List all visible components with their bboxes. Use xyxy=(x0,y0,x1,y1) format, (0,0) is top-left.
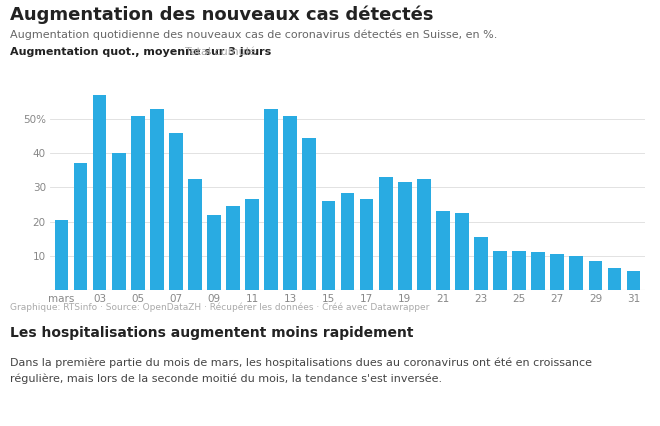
Bar xyxy=(226,206,240,290)
Bar xyxy=(550,254,564,290)
Bar xyxy=(570,256,583,290)
Bar xyxy=(398,182,412,290)
Bar xyxy=(302,138,316,290)
Text: Les hospitalisations augmentent moins rapidement: Les hospitalisations augmentent moins ra… xyxy=(10,326,414,340)
Bar xyxy=(589,261,603,290)
Bar xyxy=(112,153,125,290)
Bar xyxy=(474,237,488,290)
Text: Augmentation quotidienne des nouveaux cas de coronavirus détectés en Suisse, en : Augmentation quotidienne des nouveaux ca… xyxy=(10,30,498,40)
Bar xyxy=(417,179,430,290)
Bar xyxy=(341,193,354,290)
Bar xyxy=(455,213,469,290)
Bar xyxy=(131,115,145,290)
Bar xyxy=(207,215,221,290)
Bar xyxy=(379,177,393,290)
Bar xyxy=(512,250,526,290)
Text: Augmentation quot., moyenne sur 3 jours: Augmentation quot., moyenne sur 3 jours xyxy=(10,47,271,57)
Bar xyxy=(150,109,164,290)
Bar xyxy=(493,250,507,290)
Bar xyxy=(608,268,621,290)
Text: Total cumulé: Total cumulé xyxy=(185,47,255,57)
Text: Dans la première partie du mois de mars, les hospitalisations dues au coronaviru: Dans la première partie du mois de mars,… xyxy=(10,358,592,384)
Bar xyxy=(74,164,87,290)
Bar xyxy=(92,95,106,290)
Bar xyxy=(246,199,259,290)
Bar xyxy=(265,109,278,290)
Text: Graphique: RTSinfo · Source: OpenDataZH · Récupérer les données · Créé avec Data: Graphique: RTSinfo · Source: OpenDataZH … xyxy=(10,302,430,311)
Bar xyxy=(321,201,335,290)
Text: Augmentation des nouveaux cas détectés: Augmentation des nouveaux cas détectés xyxy=(10,6,434,25)
Bar xyxy=(169,133,183,290)
Bar xyxy=(436,211,449,290)
Bar xyxy=(627,271,640,290)
Bar xyxy=(360,199,374,290)
Bar xyxy=(531,252,545,290)
Bar xyxy=(188,179,202,290)
Bar xyxy=(283,115,297,290)
Bar xyxy=(55,220,68,290)
